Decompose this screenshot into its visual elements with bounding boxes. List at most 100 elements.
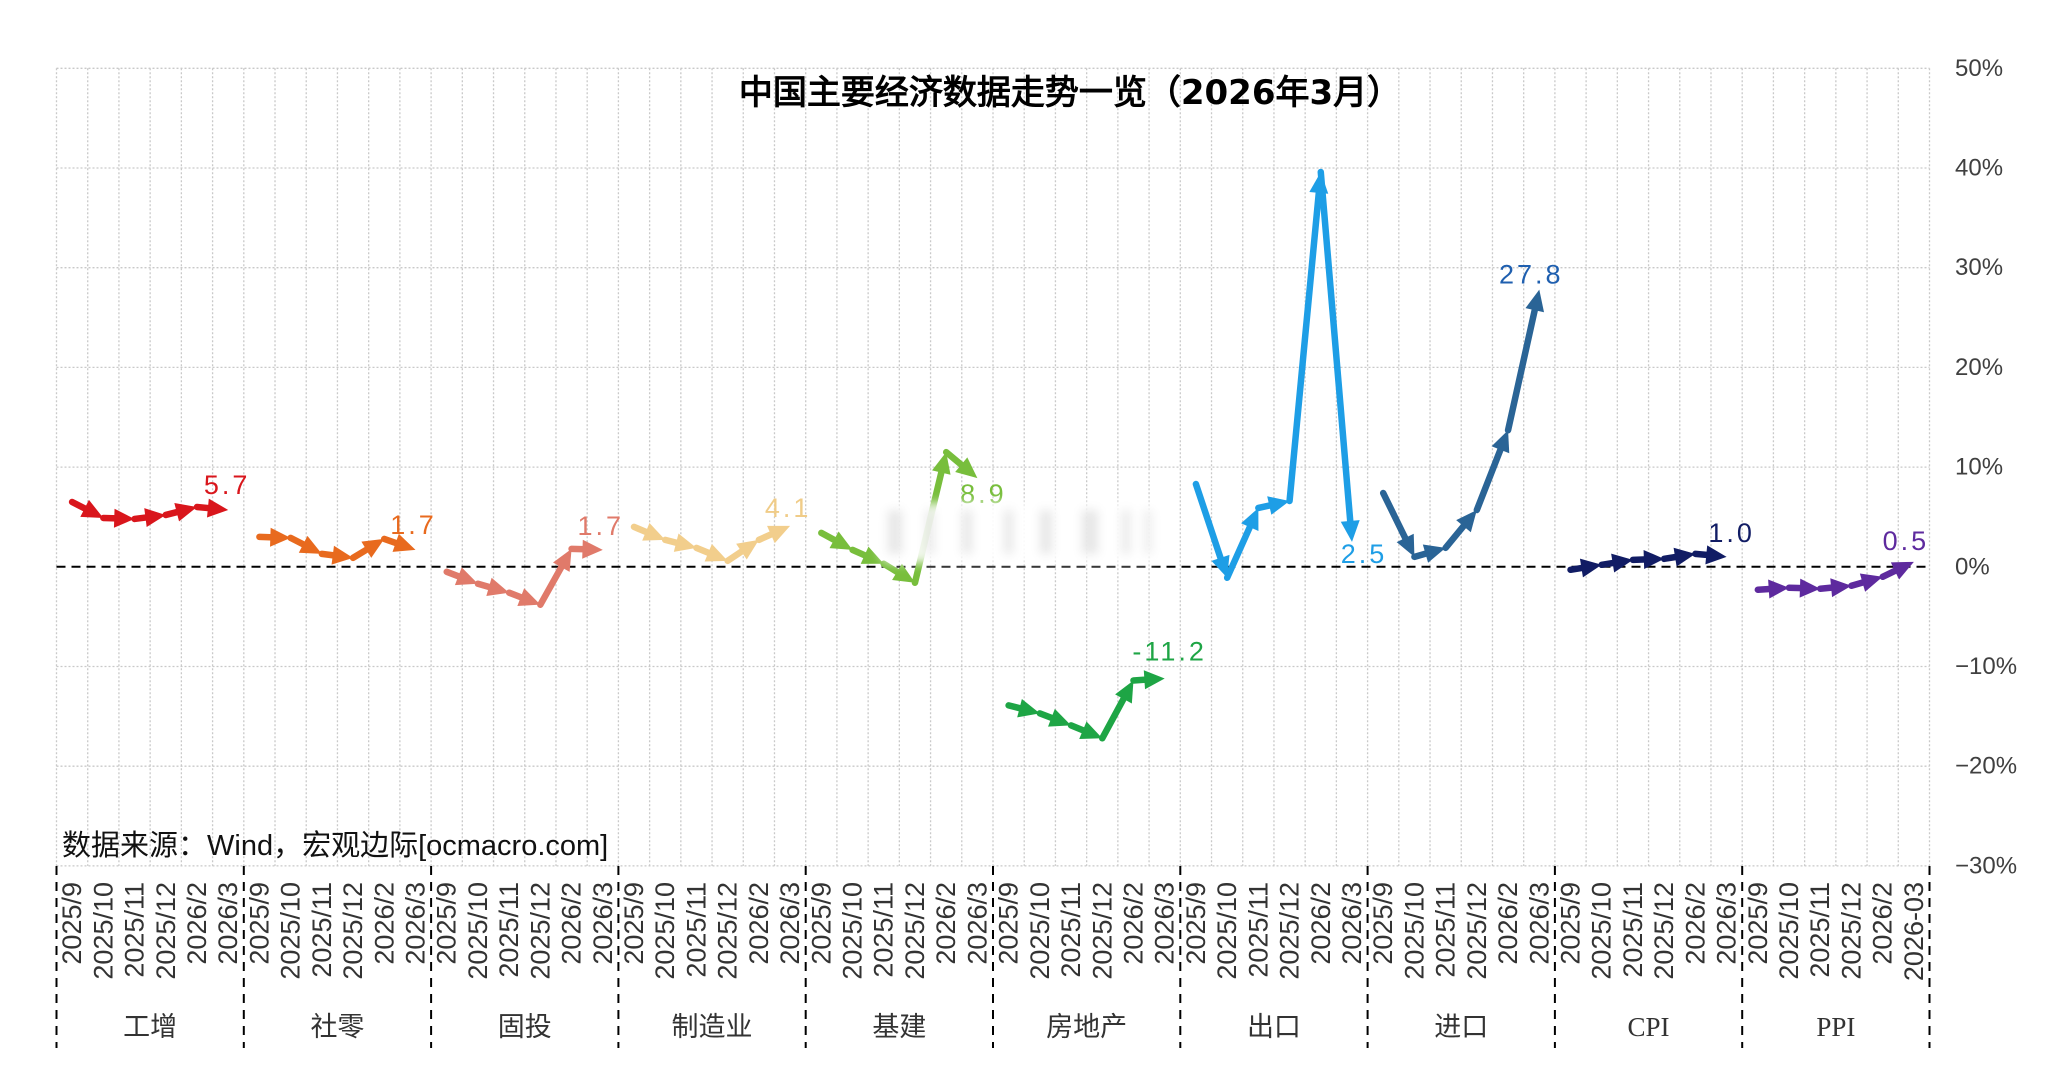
value-label: 1.0 <box>1708 518 1755 548</box>
value-label: 2.5 <box>1341 539 1388 569</box>
month-tick-label: 2025/11 <box>1056 882 1086 978</box>
month-tick-label: 2026/3 <box>962 882 992 965</box>
arrow-head <box>517 588 541 607</box>
series-manufacturing-investment: 4.1 <box>630 493 812 565</box>
y-tick-label: 10% <box>1955 454 2003 481</box>
watermark-blur <box>880 503 1160 563</box>
watermark-streak <box>1040 510 1052 554</box>
month-tick-label: 2025/9 <box>1368 882 1398 965</box>
month-tick-label: 2026/3 <box>400 882 430 965</box>
y-tick-label: −10% <box>1955 653 2017 680</box>
month-tick-label: 2026-03 <box>1899 882 1929 981</box>
arrow-head <box>1340 520 1360 542</box>
watermark-streak <box>962 510 972 554</box>
series-layer: 5.71.7 1.74.1 8.9-11.22.527.81.0 0.5 <box>68 168 1930 742</box>
arrow-head <box>174 502 197 522</box>
category-label: 社零 <box>310 1012 364 1042</box>
value-label: 0.5 <box>1883 526 1930 556</box>
arrow-head <box>392 533 416 552</box>
blurred-watermark <box>880 503 1160 563</box>
y-tick-label: 50% <box>1955 55 2003 82</box>
axis-layer: 50%40%30%20%10%0%−10%−20%−30%2025/9 2025/… <box>55 55 2017 1048</box>
arrow-head <box>955 457 978 479</box>
series-cpi: 1.0 <box>1567 518 1755 578</box>
watermark-streak <box>1145 510 1151 554</box>
arrow-head <box>1525 289 1545 313</box>
month-tick-label: 2025/10 <box>650 882 680 980</box>
arrow-head <box>206 498 229 518</box>
month-tick-label: 2026/3 <box>1150 882 1180 965</box>
arrow-head <box>1422 544 1446 563</box>
month-tick-label: 2025/12 <box>713 882 743 980</box>
month-tick-label: 2025/12 <box>1836 882 1866 980</box>
value-label: 1.7 <box>390 510 437 540</box>
category-label: 制造业 <box>672 1012 753 1042</box>
month-tick-label: 2026/2 <box>931 882 961 965</box>
arrow-head <box>1673 547 1696 567</box>
watermark-streak <box>926 510 934 554</box>
month-tick-label: 2025/10 <box>88 882 118 980</box>
month-tick-label: 2026/3 <box>1524 882 1554 965</box>
arrow-head <box>1115 680 1134 704</box>
month-tick-label: 2025/9 <box>619 882 649 965</box>
watermark-base <box>880 503 1160 563</box>
month-tick-label: 2026/2 <box>1493 882 1523 965</box>
arrow-head <box>932 452 951 475</box>
month-tick-label: 2026/3 <box>213 882 243 965</box>
month-tick-label: 2025/9 <box>244 882 274 965</box>
month-tick-label: 2025/10 <box>1212 882 1242 980</box>
arrow-head <box>1456 509 1477 533</box>
arrow-head <box>736 539 759 560</box>
value-label: 1.7 <box>578 511 625 541</box>
series-retail-sales: 1.7 <box>256 510 437 565</box>
y-tick-label: 0% <box>1955 553 1990 580</box>
series-line-segment <box>1504 303 1539 434</box>
category-label: 固投 <box>498 1012 552 1042</box>
month-tick-label: 2025/10 <box>1774 882 1804 980</box>
watermark-streak <box>888 510 902 554</box>
arrow-head <box>113 508 135 528</box>
month-tick-label: 2025/12 <box>151 882 181 980</box>
value-label: 27.8 <box>1499 260 1564 290</box>
arrow-head <box>767 525 791 544</box>
arrow-head <box>1579 558 1602 578</box>
arrow-head <box>1017 698 1040 718</box>
series-line-segment <box>942 448 967 470</box>
arrow-head <box>1611 553 1633 573</box>
category-label: 房地产 <box>1046 1012 1127 1042</box>
arrow-head <box>1643 549 1665 569</box>
month-tick-label: 2025/9 <box>1743 882 1773 965</box>
month-tick-label: 2025/12 <box>1087 882 1117 980</box>
watermark-streak <box>1004 510 1013 554</box>
arrow-head <box>454 567 478 586</box>
month-tick-label: 2025/11 <box>681 882 711 978</box>
value-label: 4.1 <box>765 493 812 523</box>
y-tick-label: −20% <box>1955 753 2017 780</box>
category-label: 进口 <box>1434 1012 1488 1042</box>
month-tick-label: 2025/10 <box>1025 882 1055 980</box>
watermark-streak <box>1082 510 1098 554</box>
arrow-head <box>1267 496 1290 515</box>
month-tick-label: 2026/2 <box>1680 882 1710 965</box>
arrow-head <box>1396 533 1415 557</box>
arrow-head <box>1768 579 1790 599</box>
arrow-head <box>361 538 385 558</box>
arrow-head <box>298 535 322 554</box>
series-fixed-asset-investment: 1.7 <box>443 511 625 608</box>
month-tick-label: 2025/11 <box>494 882 524 978</box>
series-line-segment <box>880 560 903 577</box>
month-tick-label: 2025/11 <box>120 882 150 978</box>
chart-title: 中国主要经济数据走势一览（2026年3月） <box>739 73 1401 113</box>
arrow-head <box>860 546 884 564</box>
arrow-head <box>1705 545 1727 565</box>
series-line-segment <box>1473 443 1505 514</box>
month-tick-label: 2025/11 <box>1805 882 1835 978</box>
y-tick-label: 30% <box>1955 254 2003 281</box>
month-tick-label: 2026/3 <box>1337 882 1367 965</box>
month-tick-label: 2025/11 <box>1431 882 1461 978</box>
month-tick-label: 2025/11 <box>1243 882 1273 978</box>
series-line-segment <box>1223 521 1255 582</box>
category-label: 工增 <box>123 1012 177 1042</box>
value-label: 5.7 <box>204 470 251 500</box>
arrow-head <box>829 531 853 550</box>
